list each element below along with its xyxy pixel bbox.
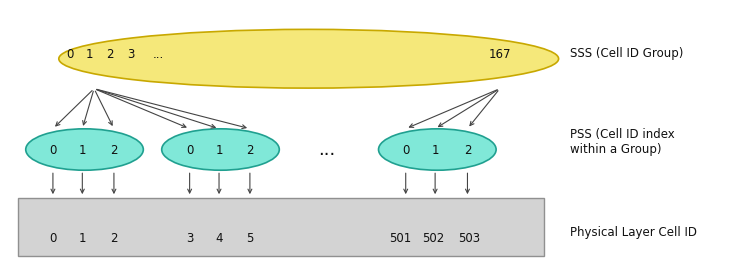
Text: 501: 501	[390, 232, 412, 245]
Ellipse shape	[26, 129, 143, 170]
Text: ...: ...	[152, 48, 164, 61]
Text: 0: 0	[66, 48, 74, 61]
Text: 0: 0	[402, 144, 409, 157]
Text: 1: 1	[86, 48, 93, 61]
Text: 2: 2	[464, 144, 471, 157]
Ellipse shape	[379, 129, 496, 170]
Text: 2: 2	[110, 232, 118, 245]
Text: 0: 0	[49, 144, 57, 157]
Text: 4: 4	[215, 232, 223, 245]
Text: 2: 2	[246, 144, 254, 157]
Text: 2: 2	[107, 48, 114, 61]
Text: 502: 502	[423, 232, 445, 245]
Text: 0: 0	[186, 144, 193, 157]
Text: 3: 3	[186, 232, 193, 245]
Text: 3: 3	[127, 48, 135, 61]
FancyBboxPatch shape	[18, 198, 544, 256]
Text: ...: ...	[318, 140, 336, 159]
Text: 1: 1	[79, 144, 86, 157]
Text: 0: 0	[49, 232, 57, 245]
Ellipse shape	[162, 129, 279, 170]
Text: 1: 1	[215, 144, 223, 157]
Text: 503: 503	[458, 232, 480, 245]
Text: 167: 167	[489, 48, 511, 61]
Ellipse shape	[59, 29, 559, 88]
Text: 2: 2	[110, 144, 118, 157]
Text: SSS (Cell ID Group): SSS (Cell ID Group)	[570, 47, 683, 60]
Text: 5: 5	[246, 232, 254, 245]
Text: 1: 1	[79, 232, 86, 245]
Text: Physical Layer Cell ID: Physical Layer Cell ID	[570, 226, 697, 239]
Text: 1: 1	[431, 144, 439, 157]
Text: PSS (Cell ID index
within a Group): PSS (Cell ID index within a Group)	[570, 128, 675, 155]
